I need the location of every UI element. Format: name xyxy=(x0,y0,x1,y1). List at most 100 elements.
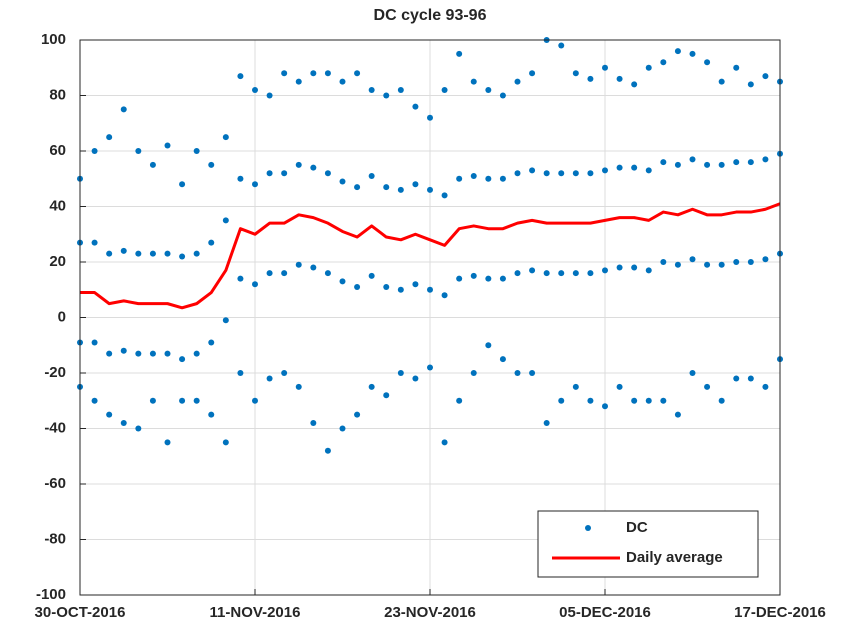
scatter-point xyxy=(281,270,288,277)
scatter-point xyxy=(91,397,98,404)
y-tick-label: -20 xyxy=(44,364,66,381)
legend: DC Daily average xyxy=(537,510,759,578)
scatter-point xyxy=(558,270,565,277)
scatter-point xyxy=(339,278,346,285)
scatter-point xyxy=(456,275,463,282)
scatter-point xyxy=(689,256,696,263)
scatter-point xyxy=(295,383,302,390)
scatter-point xyxy=(266,170,273,177)
scatter-point xyxy=(456,397,463,404)
scatter-point xyxy=(368,272,375,279)
scatter-point xyxy=(383,184,390,191)
scatter-point xyxy=(354,411,361,418)
scatter-point xyxy=(412,181,419,188)
scatter-point xyxy=(295,261,302,268)
scatter-point xyxy=(149,397,156,404)
scatter-point xyxy=(179,253,186,260)
scatter-point xyxy=(645,167,652,174)
scatter-point xyxy=(91,239,98,246)
scatter-point xyxy=(412,281,419,288)
scatter-point xyxy=(295,78,302,85)
scatter-point xyxy=(762,73,769,80)
x-tick-label: 11-NOV-2016 xyxy=(210,604,301,621)
scatter-point xyxy=(441,192,448,199)
scatter-point xyxy=(135,425,142,432)
scatter-point xyxy=(354,70,361,77)
scatter-point xyxy=(193,250,200,257)
scatter-point xyxy=(222,317,229,324)
scatter-point xyxy=(193,397,200,404)
scatter-point xyxy=(558,42,565,49)
scatter-point xyxy=(499,356,506,363)
scatter-point xyxy=(485,175,492,182)
scatter-point xyxy=(412,375,419,382)
scatter-point xyxy=(106,411,113,418)
scatter-point xyxy=(762,383,769,390)
scatter-point xyxy=(616,383,623,390)
scatter-point xyxy=(543,419,550,426)
scatter-point xyxy=(602,64,608,71)
scatter-point xyxy=(324,170,331,177)
scatter-point xyxy=(281,370,288,376)
scatter-point xyxy=(645,397,652,404)
scatter-point xyxy=(164,439,171,446)
scatter-point xyxy=(529,167,536,174)
scatter-point xyxy=(208,239,215,246)
scatter-point xyxy=(514,78,521,85)
scatter-point xyxy=(427,114,433,121)
scatter-point xyxy=(339,425,346,432)
scatter-point xyxy=(397,286,404,293)
scatter-point xyxy=(747,375,754,382)
scatter-point xyxy=(631,264,638,271)
legend-label: DC xyxy=(626,519,648,536)
line xyxy=(80,202,781,310)
scatter-point xyxy=(689,50,696,57)
scatter-point xyxy=(616,164,623,171)
y-tick-label: -100 xyxy=(36,586,66,603)
y-tick-label: 100 xyxy=(41,31,66,48)
scatter-point xyxy=(295,161,302,168)
scatter-point xyxy=(310,164,317,171)
scatter-point xyxy=(208,339,215,346)
scatter-point xyxy=(193,148,200,154)
scatter-point xyxy=(222,217,229,224)
scatter-point xyxy=(572,170,579,177)
scatter-point xyxy=(179,181,186,188)
y-tick-label: -80 xyxy=(44,530,66,547)
scatter-point xyxy=(470,272,477,279)
scatter-point xyxy=(106,350,113,357)
scatter-point xyxy=(733,159,740,166)
scatter-point xyxy=(281,170,288,177)
scatter-point xyxy=(558,397,565,404)
scatter-point xyxy=(310,70,317,77)
scatter-point xyxy=(587,75,594,82)
scatter-point xyxy=(266,375,273,382)
scatter-point xyxy=(120,247,127,254)
scatter-point xyxy=(704,161,711,168)
scatter-point xyxy=(689,370,696,376)
scatter-point xyxy=(572,70,579,77)
scatter-point xyxy=(674,48,681,55)
scatter-point xyxy=(660,397,667,404)
scatter-point xyxy=(543,270,550,277)
scatter-point xyxy=(222,134,229,141)
scatter-point xyxy=(529,370,536,376)
scatter-point xyxy=(252,86,258,93)
scatter-point xyxy=(631,164,638,171)
scatter-point xyxy=(427,186,433,193)
scatter-point xyxy=(120,419,127,426)
scatter-point xyxy=(631,81,638,88)
x-tick-label: 30-OCT-2016 xyxy=(35,604,126,621)
scatter-point xyxy=(441,439,448,446)
scatter-point xyxy=(120,106,127,113)
scatter-point xyxy=(252,281,258,288)
scatter-point xyxy=(587,397,594,404)
scatter-point xyxy=(324,270,331,277)
scatter-point xyxy=(718,261,725,268)
scatter-point xyxy=(427,286,433,293)
scatter-point xyxy=(179,397,186,404)
y-tick-label: 60 xyxy=(49,142,66,159)
scatter-point xyxy=(514,270,521,277)
scatter-point xyxy=(718,78,725,85)
scatter-point xyxy=(529,70,536,77)
